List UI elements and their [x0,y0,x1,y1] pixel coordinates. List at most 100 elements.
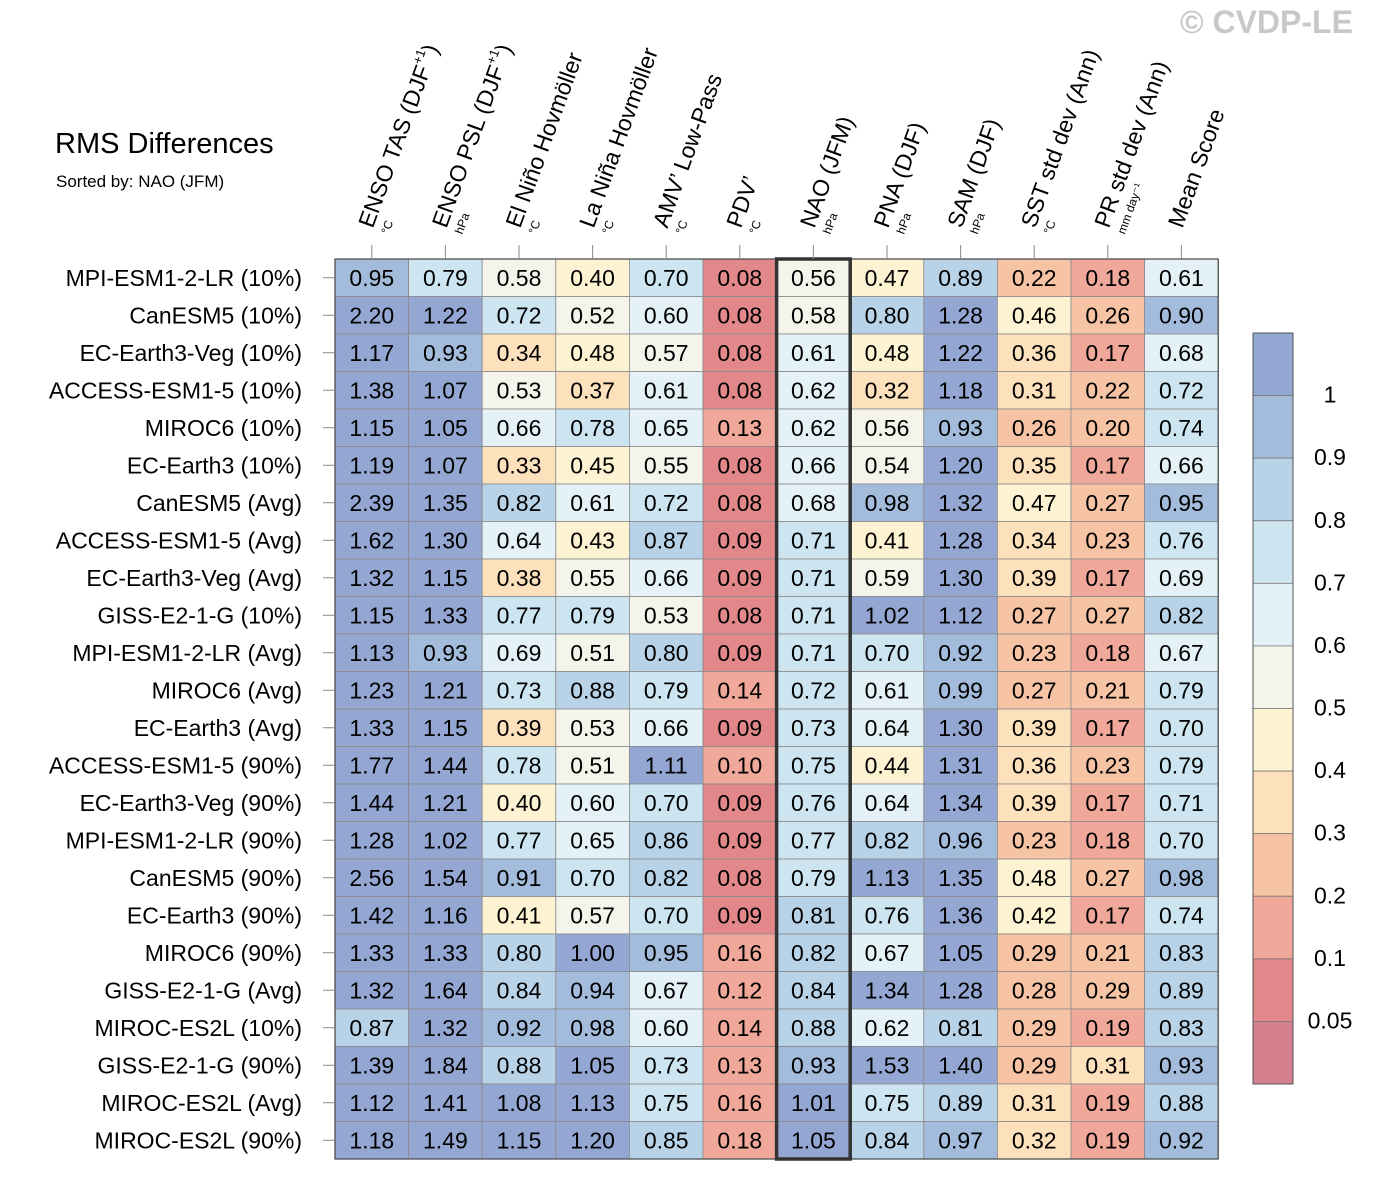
heatmap-cell [702,558,777,597]
heatmap-cell [555,896,630,935]
cell-value-label: 0.64 [497,527,542,553]
heatmap-cell [629,408,704,447]
heatmap-cell [997,483,1072,522]
cell-value-label: 0.32 [1012,1127,1057,1153]
heatmap-cell [702,596,777,635]
cell-value-label: 0.57 [644,340,689,366]
colorbar-label: 0.4 [1314,757,1346,783]
heatmap-cell [408,858,483,897]
cell-value-label: 0.23 [1085,752,1130,778]
row-label: EC-Earth3 (Avg) [134,715,302,741]
heatmap-cell [923,1121,998,1160]
heatmap-cell [776,446,851,485]
heatmap-cell [334,971,409,1010]
heatmap-cell [923,783,998,822]
heatmap-cell [334,896,409,935]
cell-value-label: 0.73 [644,1052,689,1078]
cell-value-label: 1.49 [423,1127,468,1153]
heatmap-cell [776,671,851,710]
cell-value-label: 0.71 [1159,790,1204,816]
colorbar-segment [1252,332,1294,396]
cell-value-label: 0.66 [497,415,542,441]
heatmap-cell [923,821,998,860]
cell-value-label: 1.12 [938,602,983,628]
heatmap-cell [849,408,925,447]
heatmap-cell [334,671,409,710]
cell-value-label: 1.35 [938,865,983,891]
heatmap-cell [408,371,483,410]
cell-value-label: 0.60 [644,302,689,328]
cell-value-label: 1.13 [865,865,910,891]
cell-value-label: 1.12 [349,1090,394,1116]
heatmap-cell [481,1121,557,1160]
heatmap-cell [849,821,925,860]
heatmap-cell [555,821,630,860]
cell-value-label: 1.08 [497,1090,542,1116]
heatmap-cell [334,821,409,860]
cell-value-label: 1.31 [938,752,983,778]
cell-value-label: 1.40 [938,1052,983,1078]
heatmap-cell [481,633,557,672]
cell-value-label: 1.32 [423,1015,468,1041]
heatmap-cell [481,746,557,785]
cell-value-label: 0.71 [791,527,836,553]
heatmap-cell [555,746,630,785]
cell-value-label: 0.61 [1159,265,1204,291]
row-label: CanESM5 (Avg) [136,490,302,516]
cell-value-label: 0.23 [1085,527,1130,553]
cell-value-label: 0.92 [1159,1127,1204,1153]
cell-value-label: 1.07 [423,452,468,478]
heatmap-cell [1144,746,1219,785]
column-unit-label: hPa [894,211,915,236]
cell-value-label: 0.19 [1085,1090,1130,1116]
heatmap-cell [923,933,998,972]
heatmap-cell [702,333,777,372]
heatmap-cell [481,1008,557,1047]
cell-value-label: 0.13 [717,1052,762,1078]
cell-value-label: 0.93 [791,1052,836,1078]
heatmap-cell [334,708,409,747]
heatmap-cell [1144,258,1219,297]
heatmap-cell [334,558,409,597]
heatmap-cell [997,521,1072,560]
heatmap-cell [1144,333,1219,372]
cell-value-label: 0.47 [1012,490,1057,516]
cell-value-label: 1.21 [423,790,468,816]
heatmap-cell [923,896,998,935]
cell-value-label: 0.74 [1159,415,1204,441]
row-label: MIROC-ES2L (Avg) [101,1090,302,1116]
cell-value-label: 1.30 [938,565,983,591]
heatmap-cell [481,371,557,410]
heatmap-cell [555,596,630,635]
heatmap-cell [702,746,777,785]
cell-value-label: 0.55 [644,452,689,478]
cell-value-label: 0.76 [865,902,910,928]
cell-value-label: 1.32 [938,490,983,516]
cell-value-label: 0.65 [570,827,615,853]
cell-value-label: 0.34 [1012,527,1057,553]
heatmap-cell [776,783,851,822]
heatmap-cell [997,933,1072,972]
cell-value-label: 0.99 [938,677,983,703]
cell-value-label: 0.58 [791,302,836,328]
heatmap-cell [1070,708,1145,747]
cell-value-label: 0.09 [717,527,762,553]
heatmap-cell [629,521,704,560]
cell-value-label: 0.08 [717,452,762,478]
heatmap-cell [334,408,409,447]
heatmap-cell [923,1008,998,1047]
heatmap-cell [702,371,777,410]
cell-value-label: 0.70 [644,902,689,928]
heatmap-cell [849,1046,925,1085]
heatmap-cell [702,446,777,485]
heatmap-cell [629,858,704,897]
heatmap-cell [997,371,1072,410]
cell-value-label: 0.95 [1159,490,1204,516]
cell-value-label: 1.28 [938,527,983,553]
cell-value-label: 0.95 [349,265,394,291]
cell-value-label: 1.38 [349,377,394,403]
column-unit-label: °C [673,218,691,236]
cell-value-label: 0.19 [1085,1015,1130,1041]
heatmap-cell [555,783,630,822]
cell-value-label: 1.44 [423,752,468,778]
